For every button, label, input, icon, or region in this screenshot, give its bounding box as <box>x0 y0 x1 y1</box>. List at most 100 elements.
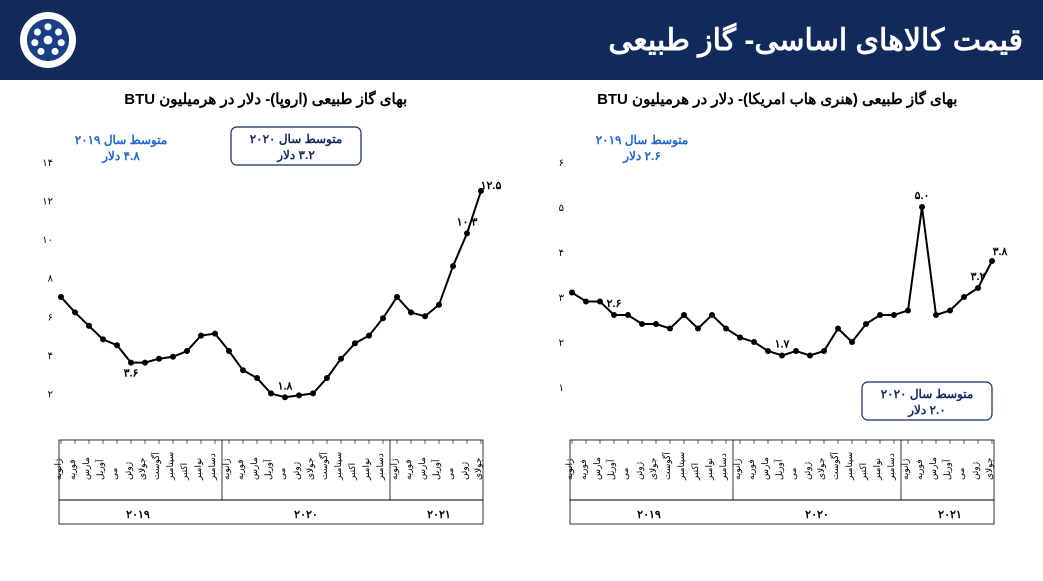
svg-text:ژوئن: ژوئن <box>634 462 645 480</box>
chart-us: بهای گاز طبیعی (هنری هاب امریکا)- دلار د… <box>527 90 1027 552</box>
charts-row: بهای گاز طبیعی (اروپا)- دلار در هرمیلیون… <box>0 80 1043 552</box>
svg-text:ژوئن: ژوئن <box>123 462 134 480</box>
svg-text:جولای: جولای <box>984 458 995 480</box>
svg-text:آوریل: آوریل <box>605 459 617 480</box>
svg-text:۲.۶ دلار: ۲.۶ دلار <box>622 149 661 164</box>
svg-text:۳.۶: ۳.۶ <box>123 368 138 380</box>
svg-text:۳: ۳ <box>559 293 565 304</box>
chart-svg-us: ۱۲۳۴۵۶ژانویهفوریهمارسآوریلمیژوئنجولایآگو… <box>527 112 1027 552</box>
svg-text:می: می <box>445 467 455 480</box>
svg-text:ژوئن: ژوئن <box>459 462 470 480</box>
svg-text:۶: ۶ <box>47 312 52 323</box>
page-title: قیمت کالاهای اساسی- گاز طبیعی <box>608 23 1023 58</box>
svg-text:ژانویه: ژانویه <box>900 459 911 480</box>
chart-title-europe: بهای گاز طبیعی (اروپا)- دلار در هرمیلیون… <box>16 90 516 108</box>
svg-text:می: می <box>109 467 119 480</box>
svg-text:۳.۸: ۳.۸ <box>993 246 1008 258</box>
svg-text:مارس: مارس <box>81 457 92 480</box>
svg-text:اکتبر: اکتبر <box>179 463 190 481</box>
svg-text:آوریل: آوریل <box>94 459 106 480</box>
svg-text:می: می <box>620 467 630 480</box>
svg-text:آگوست: آگوست <box>661 452 673 480</box>
svg-text:۲۰۲۰: ۲۰۲۰ <box>805 509 829 521</box>
svg-text:مارس: مارس <box>417 457 428 480</box>
svg-text:فوریه: فوریه <box>578 459 589 480</box>
svg-text:۲۰۱۹: ۲۰۱۹ <box>126 509 150 521</box>
svg-text:دسامبر: دسامبر <box>718 453 729 481</box>
svg-text:جولای: جولای <box>473 458 484 480</box>
svg-text:فوریه: فوریه <box>403 459 414 480</box>
svg-text:متوسط سال ۲۰۱۹: متوسط سال ۲۰۱۹ <box>596 133 689 148</box>
svg-text:مارس: مارس <box>592 457 603 480</box>
svg-text:جولای: جولای <box>305 458 316 480</box>
svg-text:سپتامبر: سپتامبر <box>676 452 687 481</box>
svg-text:می: می <box>277 467 287 480</box>
chart-europe: بهای گاز طبیعی (اروپا)- دلار در هرمیلیون… <box>16 90 516 552</box>
svg-text:ژانویه: ژانویه <box>221 459 232 480</box>
svg-text:۲: ۲ <box>559 338 564 349</box>
svg-text:متوسط سال ۲۰۲۰: متوسط سال ۲۰۲۰ <box>881 387 974 402</box>
svg-text:آوریل: آوریل <box>262 459 274 480</box>
svg-text:۶: ۶ <box>559 158 564 169</box>
logo <box>20 12 76 68</box>
svg-text:آوریل: آوریل <box>941 459 953 480</box>
svg-text:متوسط سال ۲۰۲۰: متوسط سال ۲۰۲۰ <box>249 132 342 147</box>
svg-text:۴: ۴ <box>559 248 564 259</box>
svg-text:فوریه: فوریه <box>746 459 757 480</box>
svg-text:۱۰: ۱۰ <box>42 235 53 246</box>
svg-text:۵: ۵ <box>559 203 564 214</box>
svg-text:۲.۶: ۲.۶ <box>607 298 622 310</box>
svg-text:مارس: مارس <box>760 457 771 480</box>
svg-text:۴: ۴ <box>47 351 52 362</box>
svg-text:اکتبر: اکتبر <box>858 463 869 481</box>
svg-text:نوامبر: نوامبر <box>872 458 883 481</box>
svg-text:آگوست: آگوست <box>829 452 841 480</box>
svg-text:فوریه: فوریه <box>67 459 78 480</box>
svg-text:مارس: مارس <box>249 457 260 480</box>
svg-text:سپتامبر: سپتامبر <box>333 452 344 481</box>
svg-text:جولای: جولای <box>816 458 827 480</box>
svg-text:۱.۸: ۱.۸ <box>277 380 292 392</box>
svg-text:فوریه: فوریه <box>914 459 925 480</box>
svg-text:مارس: مارس <box>928 457 939 480</box>
svg-text:متوسط سال ۲۰۱۹: متوسط سال ۲۰۱۹ <box>74 133 167 148</box>
svg-text:ژانویه: ژانویه <box>564 459 575 480</box>
svg-text:آگوست: آگوست <box>318 452 330 480</box>
svg-text:نوامبر: نوامبر <box>704 458 715 481</box>
svg-text:ژانویه: ژانویه <box>53 459 64 480</box>
svg-text:اکتبر: اکتبر <box>690 463 701 481</box>
svg-text:ژوئن: ژوئن <box>802 462 813 480</box>
svg-text:۱۰.۳: ۱۰.۳ <box>456 216 477 228</box>
svg-text:۸: ۸ <box>47 274 53 285</box>
svg-text:فوریه: فوریه <box>235 459 246 480</box>
svg-text:۱۲.۵: ۱۲.۵ <box>480 180 501 192</box>
svg-text:۲.۰ دلار: ۲.۰ دلار <box>907 403 946 418</box>
svg-text:نوامبر: نوامبر <box>193 458 204 481</box>
svg-text:۳.۲ دلار: ۳.۲ دلار <box>276 148 315 163</box>
svg-text:۲۰۲۱: ۲۰۲۱ <box>938 509 962 521</box>
chart-svg-europe: ۲۴۶۸۱۰۱۲۱۴ژانویهفوریهمارسآوریلمیژوئنجولا… <box>16 112 516 552</box>
svg-text:آگوست: آگوست <box>150 452 162 480</box>
svg-text:می: می <box>956 467 966 480</box>
svg-text:۵.۰: ۵.۰ <box>915 190 930 202</box>
chart-title-us: بهای گاز طبیعی (هنری هاب امریکا)- دلار د… <box>527 90 1027 108</box>
svg-text:آوریل: آوریل <box>773 459 785 480</box>
svg-text:۲: ۲ <box>47 389 52 400</box>
svg-text:۲۰۲۰: ۲۰۲۰ <box>294 509 318 521</box>
svg-text:سپتامبر: سپتامبر <box>165 452 176 481</box>
svg-text:ژوئن: ژوئن <box>291 462 302 480</box>
svg-text:آوریل: آوریل <box>430 459 442 480</box>
svg-text:ژانویه: ژانویه <box>732 459 743 480</box>
svg-text:۳.۲: ۳.۲ <box>971 271 986 283</box>
svg-text:دسامبر: دسامبر <box>886 453 897 481</box>
svg-text:اکتبر: اکتبر <box>347 463 358 481</box>
svg-text:سپتامبر: سپتامبر <box>844 452 855 481</box>
svg-text:نوامبر: نوامبر <box>361 458 372 481</box>
svg-text:می: می <box>788 467 798 480</box>
svg-text:۱: ۱ <box>559 383 564 394</box>
svg-text:دسامبر: دسامبر <box>207 453 218 481</box>
svg-text:۴.۸ دلار: ۴.۸ دلار <box>101 149 140 164</box>
svg-text:۲۰۱۹: ۲۰۱۹ <box>637 509 661 521</box>
header: قیمت کالاهای اساسی- گاز طبیعی <box>0 0 1043 80</box>
svg-text:ژوئن: ژوئن <box>970 462 981 480</box>
